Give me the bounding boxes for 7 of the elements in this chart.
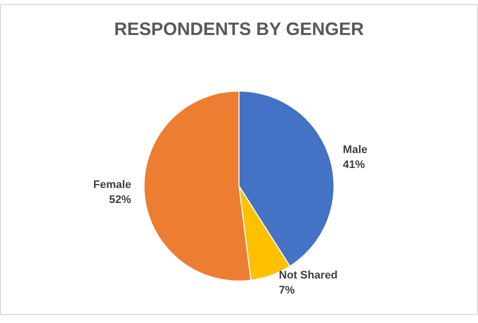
chart-title: RESPONDENTS BY GENGER [114,19,364,39]
slice-label: Female [93,178,132,191]
data-label: 7% [278,284,296,296]
slice-label: Not Shared [278,269,338,282]
data-label: 41% [342,158,366,171]
data-label: 52% [109,194,132,206]
slice-label: Male [342,144,368,156]
